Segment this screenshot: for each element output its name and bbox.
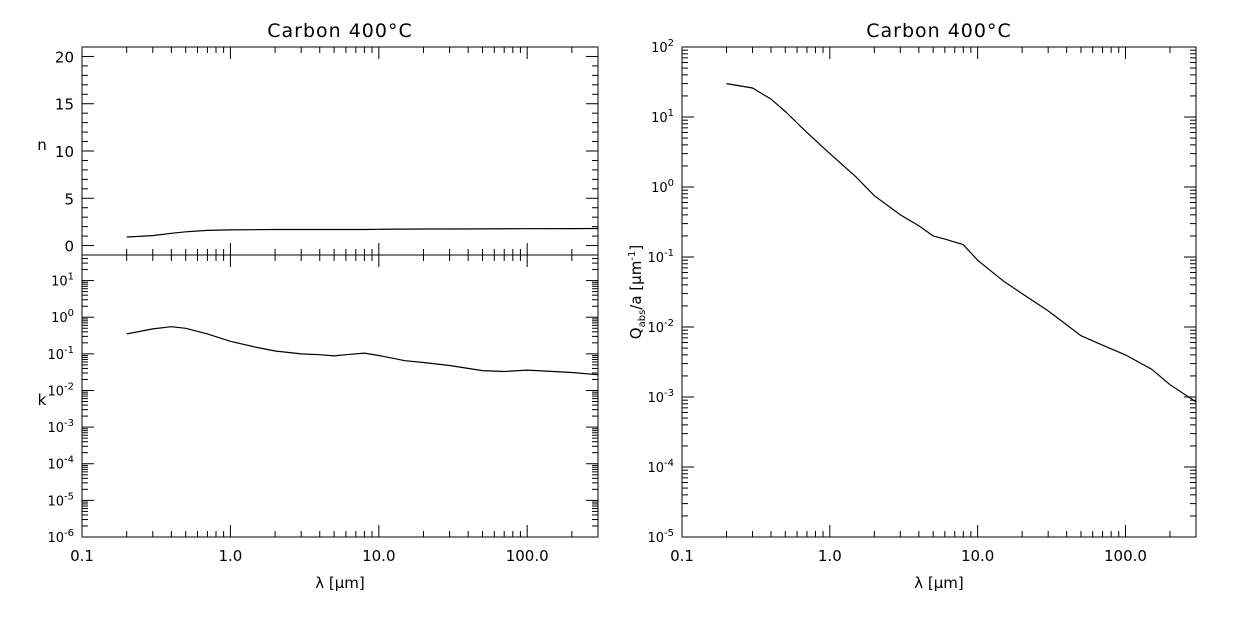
y-axis-label: n (37, 136, 47, 154)
x-tick-label: 0.1 (670, 547, 694, 565)
chart-title: Carbon 400°C (866, 20, 1012, 42)
data-line (726, 83, 1197, 403)
y-tick-label: 100 (651, 178, 674, 196)
y-tick-label: 10-2 (47, 381, 74, 399)
x-tick-label: 1.0 (818, 547, 842, 565)
y-tick-label: 15 (55, 96, 74, 114)
x-tick-label: 10.0 (961, 547, 994, 565)
y-tick-label: 10-4 (47, 455, 74, 473)
plot-frame (81, 46, 599, 256)
y-tick-label: 10-4 (647, 458, 674, 476)
y-tick-label: 0 (64, 238, 74, 256)
data-line (126, 326, 599, 376)
x-axis-label: λ [μm] (914, 574, 964, 592)
absorption-efficiency-panel: Carbon 400°C 0.1 1.0 10.0 100.0 10-5 10-4 10-3 1… (627, 20, 1197, 592)
y-axis-label: Qabs/a [μm-1] (627, 245, 648, 339)
y-tick-label: 10-1 (47, 345, 74, 363)
refractive-index-panel: Carbon 400°C 0 5 10 15 20 n (37, 20, 599, 256)
y-tick-label: 10-6 (47, 528, 74, 546)
plot-frame (681, 46, 1197, 538)
y-tick-label: 101 (51, 272, 74, 290)
y-axis-label: k (38, 391, 47, 409)
y-tick-label: 10-5 (647, 528, 674, 546)
x-tick-label: 10.0 (362, 547, 395, 565)
y-tick-label: 10 (55, 143, 74, 161)
y-tick-label: 102 (651, 38, 674, 56)
y-tick-label: 10-3 (47, 418, 74, 436)
x-tick-label: 100.0 (506, 547, 549, 565)
x-tick-label: 1.0 (218, 547, 242, 565)
plot-frame (81, 254, 599, 538)
y-tick-label: 101 (651, 108, 674, 126)
y-tick-label: 10-2 (647, 318, 674, 336)
y-tick-label: 10-3 (647, 388, 674, 406)
x-tick-label: 100.0 (1104, 547, 1147, 565)
y-tick-label: 10-5 (47, 491, 74, 509)
chart-title: Carbon 400°C (267, 20, 413, 42)
y-tick-label: 10-1 (647, 248, 674, 266)
x-axis-label: λ [μm] (315, 574, 365, 592)
data-line (126, 227, 599, 238)
y-tick-label: 100 (51, 308, 74, 326)
x-tick-label: 0.1 (70, 547, 94, 565)
y-tick-label: 5 (64, 190, 74, 208)
extinction-coefficient-panel: 0.1 1.0 10.0 100.0 10-6 10-5 10-4 10-3 10-2 10-1 1… (38, 254, 599, 592)
y-tick-label: 20 (55, 48, 74, 66)
